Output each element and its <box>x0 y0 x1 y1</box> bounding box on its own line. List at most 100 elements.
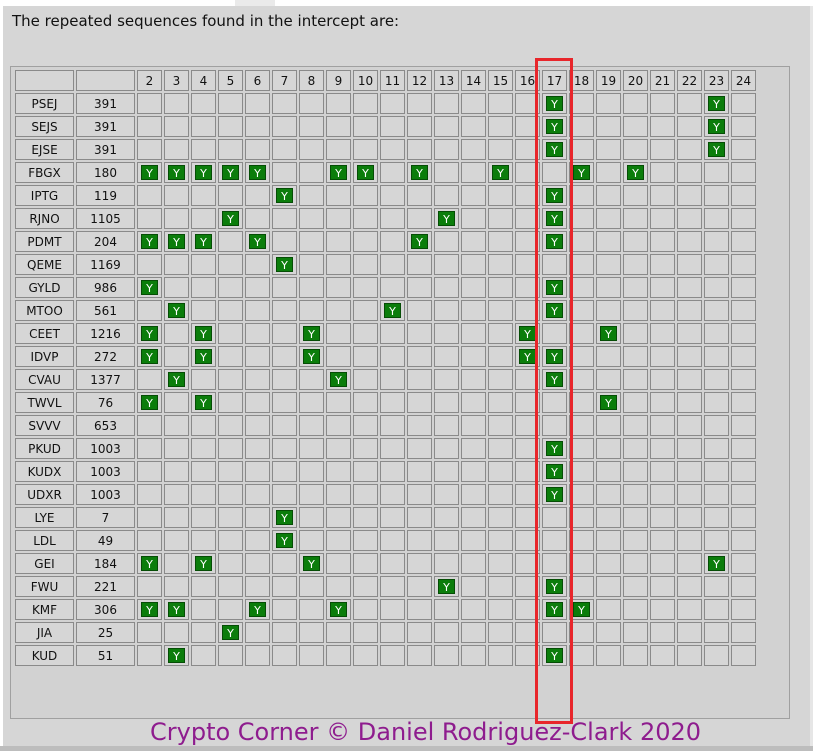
match-mark: Y <box>546 602 563 617</box>
scrollbar[interactable] <box>810 6 813 746</box>
sequence-name: JIA <box>15 622 74 643</box>
column-header: 13 <box>434 70 459 91</box>
grid-cell <box>164 530 189 551</box>
grid-cell <box>191 139 216 160</box>
grid-cell <box>218 346 243 367</box>
sequence-name: PKUD <box>15 438 74 459</box>
grid-cell <box>245 461 270 482</box>
column-header: 16 <box>515 70 540 91</box>
grid-cell <box>245 185 270 206</box>
grid-cell <box>137 438 162 459</box>
grid-cell <box>515 415 540 436</box>
sequence-count: 391 <box>76 139 135 160</box>
match-mark: Y <box>249 234 266 249</box>
grid-cell <box>677 645 702 666</box>
grid-cell <box>353 231 378 252</box>
grid-cell <box>407 300 432 321</box>
match-mark: Y <box>168 648 185 663</box>
sequence-count: 221 <box>76 576 135 597</box>
column-header: 22 <box>677 70 702 91</box>
grid-cell <box>542 415 567 436</box>
grid-cell <box>623 139 648 160</box>
grid-cell <box>704 645 729 666</box>
sequence-name: CEET <box>15 323 74 344</box>
table-row: CEET 1216 Y Y Y Y Y <box>15 323 756 344</box>
grid-cell: Y <box>704 139 729 160</box>
match-mark: Y <box>546 234 563 249</box>
grid-cell <box>380 139 405 160</box>
grid-cell <box>407 484 432 505</box>
grid-cell <box>515 576 540 597</box>
grid-cell <box>353 484 378 505</box>
grid-cell <box>434 599 459 620</box>
grid-cell <box>461 93 486 114</box>
grid-cell <box>569 392 594 413</box>
grid-cell <box>704 507 729 528</box>
grid-cell <box>191 254 216 275</box>
intro-text: The repeated sequences found in the inte… <box>12 12 400 30</box>
grid-cell <box>380 553 405 574</box>
column-header: 23 <box>704 70 729 91</box>
grid-cell <box>731 530 756 551</box>
top-tab[interactable] <box>235 0 275 6</box>
grid-cell <box>596 599 621 620</box>
grid-cell <box>677 277 702 298</box>
grid-cell <box>731 461 756 482</box>
grid-cell <box>272 208 297 229</box>
grid-cell <box>677 254 702 275</box>
grid-cell <box>704 530 729 551</box>
grid-cell: Y <box>164 162 189 183</box>
grid-cell <box>569 369 594 390</box>
grid-cell <box>623 300 648 321</box>
grid-cell <box>353 254 378 275</box>
grid-cell <box>137 254 162 275</box>
grid-cell <box>434 346 459 367</box>
grid-cell <box>650 507 675 528</box>
grid-cell: Y <box>218 622 243 643</box>
header-row: 2 3 4 5 6 7 8 9 10 11 12 13 14 15 16 17 18 19 20 21 22 23 24 <box>15 70 756 91</box>
window-bottom-border <box>0 746 813 751</box>
grid-cell <box>623 277 648 298</box>
grid-cell <box>731 369 756 390</box>
grid-cell <box>245 507 270 528</box>
grid-cell <box>488 139 513 160</box>
grid-cell <box>488 208 513 229</box>
grid-cell <box>461 507 486 528</box>
grid-cell <box>380 116 405 137</box>
grid-cell <box>218 484 243 505</box>
grid-cell <box>542 622 567 643</box>
grid-cell <box>137 116 162 137</box>
grid-cell <box>137 622 162 643</box>
grid-cell <box>569 484 594 505</box>
window-left-border <box>0 0 3 751</box>
grid-cell <box>353 93 378 114</box>
grid-cell <box>596 484 621 505</box>
column-header: 4 <box>191 70 216 91</box>
grid-cell <box>380 438 405 459</box>
grid-cell <box>218 369 243 390</box>
sequence-name: GEI <box>15 553 74 574</box>
grid-cell: Y <box>704 116 729 137</box>
grid-cell <box>569 530 594 551</box>
match-mark: Y <box>141 395 158 410</box>
grid-cell <box>191 415 216 436</box>
grid-cell <box>461 231 486 252</box>
match-mark: Y <box>546 96 563 111</box>
grid-cell <box>731 392 756 413</box>
grid-cell: Y <box>569 599 594 620</box>
grid-cell <box>272 346 297 367</box>
grid-cell <box>380 369 405 390</box>
grid-cell <box>677 369 702 390</box>
grid-cell <box>488 185 513 206</box>
grid-cell <box>515 185 540 206</box>
match-mark: Y <box>708 119 725 134</box>
grid-cell <box>218 461 243 482</box>
grid-cell <box>488 277 513 298</box>
grid-cell: Y <box>137 346 162 367</box>
grid-cell <box>569 507 594 528</box>
grid-cell <box>704 300 729 321</box>
grid-cell <box>488 415 513 436</box>
grid-cell: Y <box>434 208 459 229</box>
grid-cell <box>677 185 702 206</box>
grid-cell: Y <box>542 461 567 482</box>
